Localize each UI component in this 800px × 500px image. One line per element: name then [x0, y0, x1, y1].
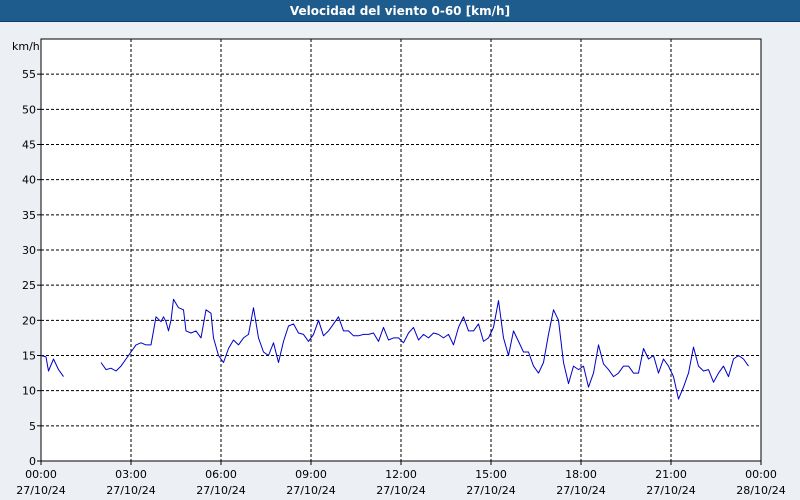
x-axis: 00:00 27/10/24 03:00 27/10/24 06:00 27/10/24 0… [16, 461, 786, 497]
series-layer [40, 298, 749, 400]
x-tick-date-label: 27/10/24 [16, 484, 65, 497]
x-tick-date-label: 27/10/24 [466, 484, 515, 497]
x-tick-time-label: 06:00 [205, 468, 237, 481]
y-tick-label: 20 [22, 314, 36, 327]
x-tick-date-label: 27/10/24 [376, 484, 425, 497]
x-tick-time-label: 03:00 [115, 468, 147, 481]
x-tick-date-label: 27/10/24 [196, 484, 245, 497]
x-tick-time-label: 00:00 [25, 468, 57, 481]
chart-title: Velocidad del viento 0-60 [km/h] [0, 0, 800, 22]
grid-lines [41, 39, 761, 461]
y-tick-label: 35 [22, 209, 36, 222]
y-tick-label: 5 [29, 420, 36, 433]
x-tick-time-label: 15:00 [475, 468, 507, 481]
y-tick-label: 45 [22, 139, 36, 152]
x-tick-time-label: 18:00 [565, 468, 597, 481]
series-line [100, 298, 749, 400]
y-tick-label: 25 [22, 279, 36, 292]
x-tick-time-label: 09:00 [295, 468, 327, 481]
x-tick-date-label: 27/10/24 [286, 484, 335, 497]
y-tick-label: 40 [22, 174, 36, 187]
x-tick-time-label: 12:00 [385, 468, 417, 481]
y-tick-label: 30 [22, 244, 36, 257]
y-axis-unit-label: km/h [12, 40, 40, 53]
x-tick-time-label: 00:00 [745, 468, 777, 481]
x-tick-date-label: 28/10/24 [736, 484, 785, 497]
y-tick-label: 50 [22, 103, 36, 116]
x-tick-date-label: 27/10/24 [646, 484, 695, 497]
series-line [40, 355, 64, 377]
y-tick-label: 10 [22, 385, 36, 398]
x-tick-time-label: 21:00 [655, 468, 687, 481]
x-tick-date-label: 27/10/24 [556, 484, 605, 497]
y-tick-label: 0 [29, 455, 36, 468]
y-tick-label: 55 [22, 68, 36, 81]
y-axis: 0 5 10 15 20 25 30 35 40 45 50 55 [22, 68, 41, 468]
x-tick-date-label: 27/10/24 [106, 484, 155, 497]
y-tick-label: 15 [22, 350, 36, 363]
